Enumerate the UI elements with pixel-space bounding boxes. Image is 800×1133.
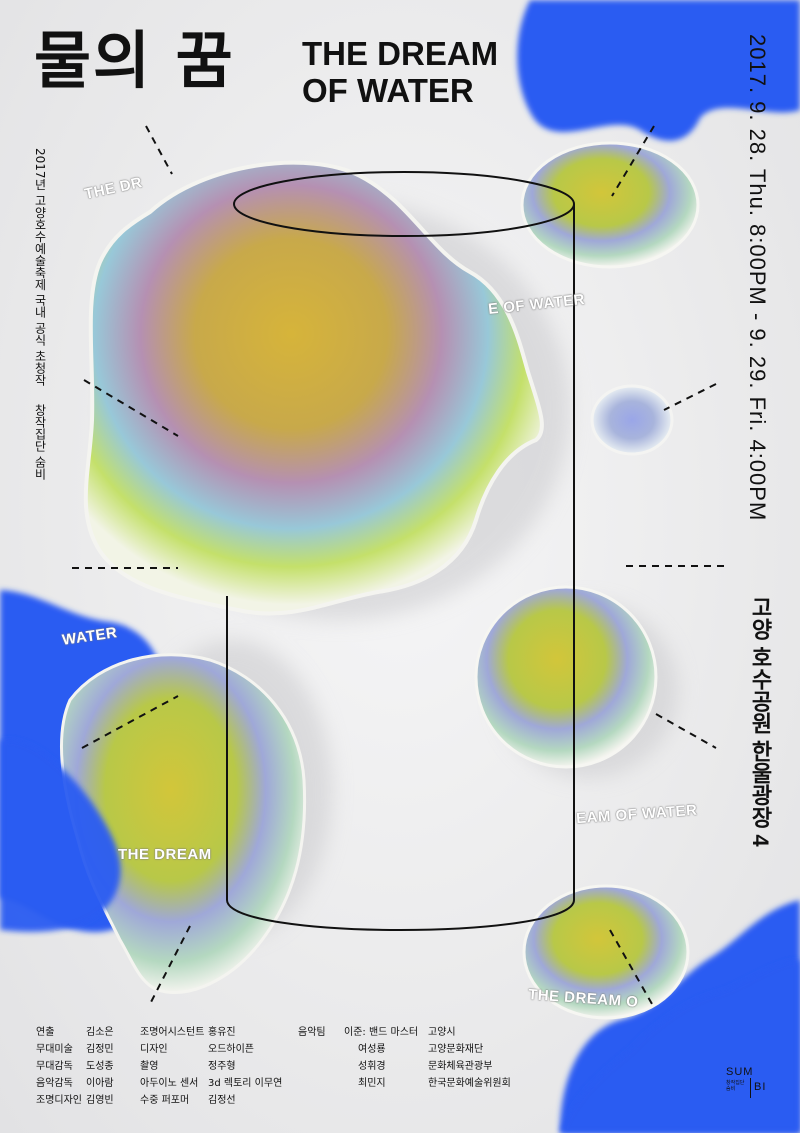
- credit-name: 홍유진: [208, 1027, 236, 1038]
- logo-small-text: 창작집단 숨비: [726, 1080, 745, 1092]
- top-right-bubble: [520, 141, 700, 269]
- credit-role: 음악감독: [36, 1078, 73, 1089]
- mid-right-bubble: [474, 585, 658, 769]
- credit-name: 성휘경: [358, 1061, 386, 1072]
- credit-org: 문화체육관광부: [428, 1061, 493, 1072]
- title-english-line-1: THE DREAM: [302, 35, 499, 72]
- tiny-bubble: [590, 384, 674, 456]
- credit-name: 김정민: [86, 1044, 114, 1055]
- credits-col3-roles: 음악팀: [298, 1024, 326, 1041]
- credit-name: 이아람: [86, 1078, 114, 1089]
- credit-name: 김영빈: [86, 1095, 114, 1106]
- dashed-lines: [72, 125, 728, 1005]
- credit-name: 오드하이픈: [208, 1044, 254, 1055]
- festival-subtitle: 2017년 고양호수예술축제 국내 공식 초청작: [33, 148, 47, 386]
- credit-org: 고양시: [428, 1027, 456, 1038]
- credit-name: 최민지: [358, 1078, 386, 1089]
- company-subtitle: 창작집단 숨비: [33, 404, 47, 480]
- sumbi-logo: SUM 창작집단 숨비 BI: [726, 1066, 770, 1098]
- large-water-bubble: [83, 160, 544, 616]
- credit-role: 디자인: [140, 1044, 168, 1055]
- credit-role: 아두이노 센서: [140, 1078, 199, 1089]
- credit-role: 수중 퍼포머: [140, 1095, 190, 1106]
- credit-org: 고양문화재단: [428, 1044, 484, 1055]
- title-english-line-2: OF WATER: [302, 71, 474, 109]
- credit-role: 촬영: [140, 1061, 159, 1072]
- bubble-label-5: THE DREAM: [118, 846, 212, 863]
- title-korean: 물의 꿈: [34, 24, 235, 97]
- bottom-right-bubble: [522, 884, 690, 1020]
- event-venue: 고양 호수공원 한울광장 4: [748, 596, 773, 847]
- credit-role: 무대감독: [36, 1061, 73, 1072]
- credit-name: 정주형: [208, 1061, 236, 1072]
- credits-col2-names: 홍유진 오드하이픈 정주형 3d 렉토리 이무연 김정선: [208, 1024, 282, 1109]
- credits-col4-orgs: 고양시 고양문화재단 문화체육관광부 한국문화예술위원회: [428, 1024, 511, 1092]
- title-english: THE DREAM OF WATER: [302, 35, 499, 110]
- credit-name: 김정선: [208, 1095, 236, 1106]
- credit-name: 김소은: [86, 1027, 114, 1038]
- credits-col1-names: 김소은 김정민 도성종 이아람 김영빈: [86, 1024, 114, 1109]
- credit-name: 이준: 밴드 마스터: [344, 1027, 419, 1038]
- credits-col2-roles: 조명어시스턴트 디자인 촬영 아두이노 센서 수중 퍼포머: [140, 1024, 204, 1109]
- credit-role: 조명디자인: [36, 1095, 82, 1106]
- credit-name: 여성룡: [358, 1044, 386, 1055]
- credit-role: 조명어시스턴트: [140, 1027, 205, 1038]
- credit-org: 한국문화예술위원회: [428, 1078, 511, 1089]
- logo-divider: [750, 1078, 751, 1098]
- credit-role: 음악팀: [298, 1027, 326, 1038]
- event-date: 2017. 9. 28. Thu. 8:00PM - 9. 29. Fri. 4…: [745, 34, 770, 522]
- logo-top-text: SUM: [726, 1066, 754, 1078]
- credit-name: 도성종: [86, 1061, 114, 1072]
- credit-name: 3d 렉토리 이무연: [208, 1078, 283, 1089]
- credits-col3-names: 이준: 밴드 마스터 여성룡 성휘경 최민지: [344, 1024, 418, 1092]
- cylinder-outline: [226, 171, 575, 931]
- credit-role: 무대미술: [36, 1044, 73, 1055]
- credits-col1-roles: 연출 무대미술 무대감독 음악감독 조명디자인: [36, 1024, 82, 1109]
- credit-role: 연출: [36, 1027, 55, 1038]
- logo-bottom-text: BI: [754, 1081, 767, 1093]
